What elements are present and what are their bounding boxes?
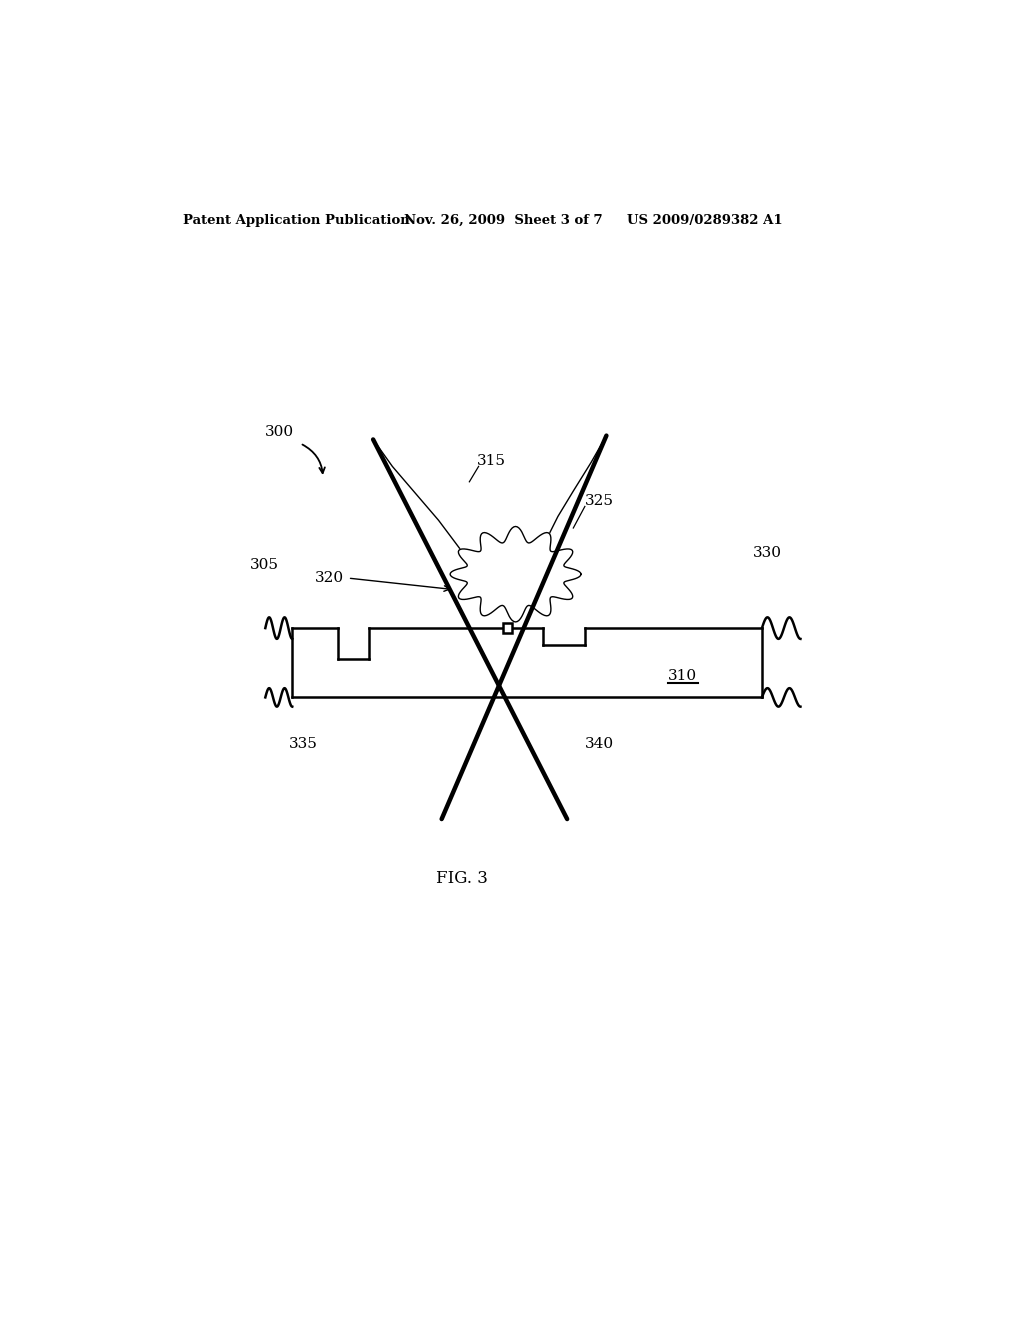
Text: 320: 320 bbox=[315, 572, 344, 585]
Polygon shape bbox=[451, 527, 581, 622]
Text: 330: 330 bbox=[753, 545, 781, 560]
Bar bbox=[503, 623, 512, 632]
Text: US 2009/0289382 A1: US 2009/0289382 A1 bbox=[628, 214, 782, 227]
Text: FIG. 3: FIG. 3 bbox=[436, 870, 487, 887]
Text: 335: 335 bbox=[289, 737, 317, 751]
Text: 315: 315 bbox=[477, 454, 506, 469]
Text: Nov. 26, 2009  Sheet 3 of 7: Nov. 26, 2009 Sheet 3 of 7 bbox=[403, 214, 602, 227]
Text: 340: 340 bbox=[585, 737, 614, 751]
Text: 310: 310 bbox=[668, 669, 697, 682]
Text: 305: 305 bbox=[250, 558, 279, 572]
Text: 325: 325 bbox=[585, 494, 613, 508]
Text: 300: 300 bbox=[265, 425, 295, 438]
Text: Patent Application Publication: Patent Application Publication bbox=[183, 214, 410, 227]
